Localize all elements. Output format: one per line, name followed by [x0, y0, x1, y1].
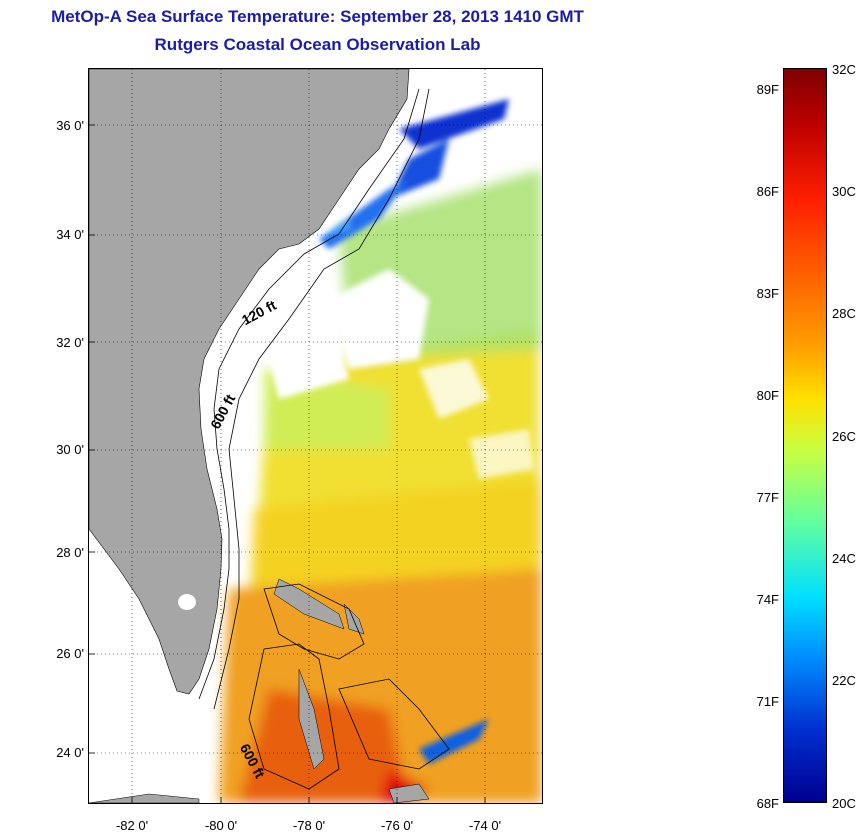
x-tick-label: -82 0' [115, 818, 149, 833]
sst-map-svg [89, 69, 542, 803]
x-tick-label: -78 0' [292, 818, 326, 833]
island [298, 668, 325, 770]
lake [178, 594, 196, 610]
land-mass [89, 69, 410, 695]
colorbar-c-label: 22C [832, 673, 856, 688]
colorbar-f-label: 68F [756, 796, 779, 811]
y-tick-label: 32 0' [56, 335, 84, 350]
colorbar-c-label: 24C [832, 551, 856, 566]
y-tick-label: 26 0' [56, 646, 84, 661]
sst-map: 120 ft 600 ft 600 ft [88, 68, 543, 804]
contour-600ft [213, 88, 430, 710]
island [89, 793, 200, 803]
cold-coastal-water [319, 99, 509, 764]
island [388, 783, 430, 803]
map-title: MetOp-A Sea Surface Temperature: Septemb… [51, 7, 584, 26]
colorbar-c-label: 32C [832, 62, 856, 77]
colorbar-c-label: 28C [832, 306, 856, 321]
colorbar-f-label: 83F [756, 286, 779, 301]
contour-120ft [198, 88, 420, 700]
colorbar-c-label: 26C [832, 429, 856, 444]
island [273, 578, 345, 630]
y-tick-label: 34 0' [56, 227, 84, 242]
x-tick-label: -76 0' [380, 818, 414, 833]
temperature-colorbar [783, 68, 827, 803]
map-subtitle: Rutgers Coastal Ocean Observation Lab [154, 35, 481, 54]
colorbar-c-label: 20C [832, 796, 856, 811]
colorbar-f-label: 80F [756, 388, 779, 403]
x-tick-label: -74 0' [468, 818, 502, 833]
axis-ticks [89, 124, 486, 803]
colorbar-f-label: 71F [756, 694, 779, 709]
colorbar-f-label: 86F [756, 184, 779, 199]
island [343, 603, 365, 635]
colorbar-f-label: 74F [756, 592, 779, 607]
y-tick-label: 24 0' [56, 745, 84, 760]
colorbar-c-label: 30C [832, 184, 856, 199]
colorbar-f-label: 89F [756, 82, 779, 97]
y-tick-label: 30 0' [56, 442, 84, 457]
colorbar-f-label: 77F [756, 490, 779, 505]
sst-swath [219, 169, 542, 803]
contour-bahamas [248, 583, 450, 790]
y-tick-label: 28 0' [56, 545, 84, 560]
x-tick-label: -80 0' [204, 818, 238, 833]
y-tick-label: 36 0' [56, 118, 84, 133]
